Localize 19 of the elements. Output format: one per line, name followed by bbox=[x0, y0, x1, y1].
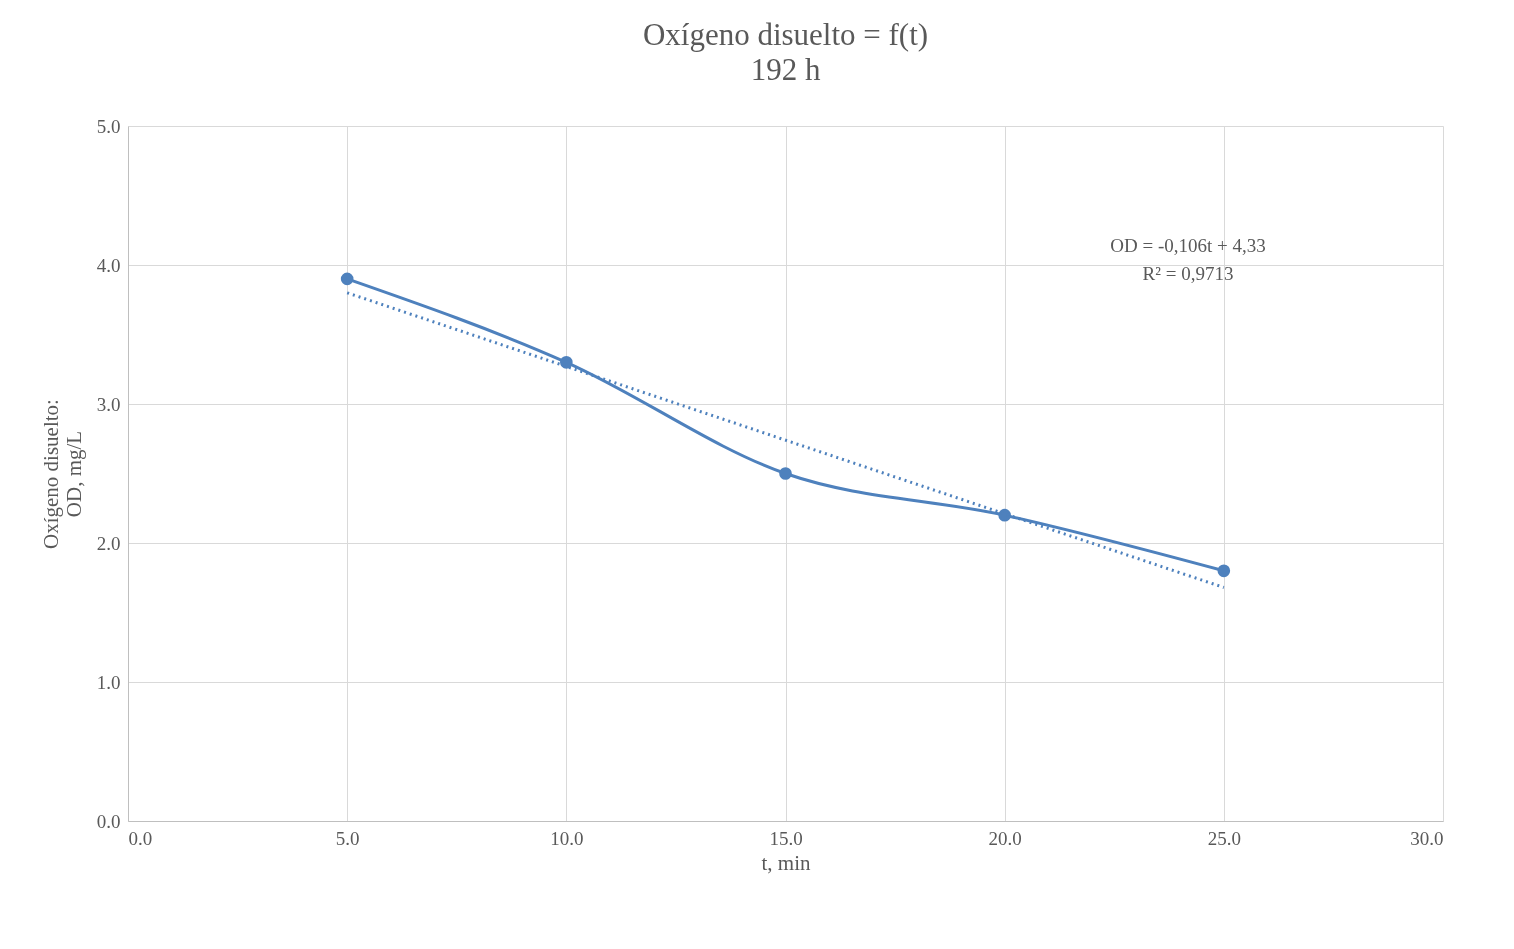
x-axis-title: t, min bbox=[761, 850, 811, 875]
x-tick-label: 10.0 bbox=[550, 827, 584, 849]
x-tick-label: 25.0 bbox=[1207, 827, 1241, 849]
chart-title: Oxígeno disuelto = f(t) bbox=[642, 17, 929, 52]
y-tick-label: 5.0 bbox=[96, 115, 121, 137]
y-axis-title: Oxígeno disuelto: OD, mg/L bbox=[38, 399, 86, 549]
x-tick-label: 5.0 bbox=[335, 827, 360, 849]
y-tick-label: 1.0 bbox=[96, 671, 121, 693]
annotation: OD = -0,106t + 4,33 bbox=[1110, 235, 1266, 256]
y-tick-label: 4.0 bbox=[96, 254, 121, 276]
annotation: R² = 0,9713 bbox=[1142, 263, 1234, 284]
x-tick-label: 15.0 bbox=[769, 827, 803, 849]
x-tick-label: 20.0 bbox=[988, 827, 1022, 849]
y-tick-label: 3.0 bbox=[96, 393, 121, 415]
y-tick-label: 2.0 bbox=[96, 532, 121, 554]
x-tick-label: 30.0 bbox=[1410, 827, 1444, 849]
y-tick-label: 0.0 bbox=[96, 810, 121, 832]
x-tick-label: 0.0 bbox=[128, 827, 153, 849]
chart-subtitle: 192 h bbox=[750, 52, 821, 87]
